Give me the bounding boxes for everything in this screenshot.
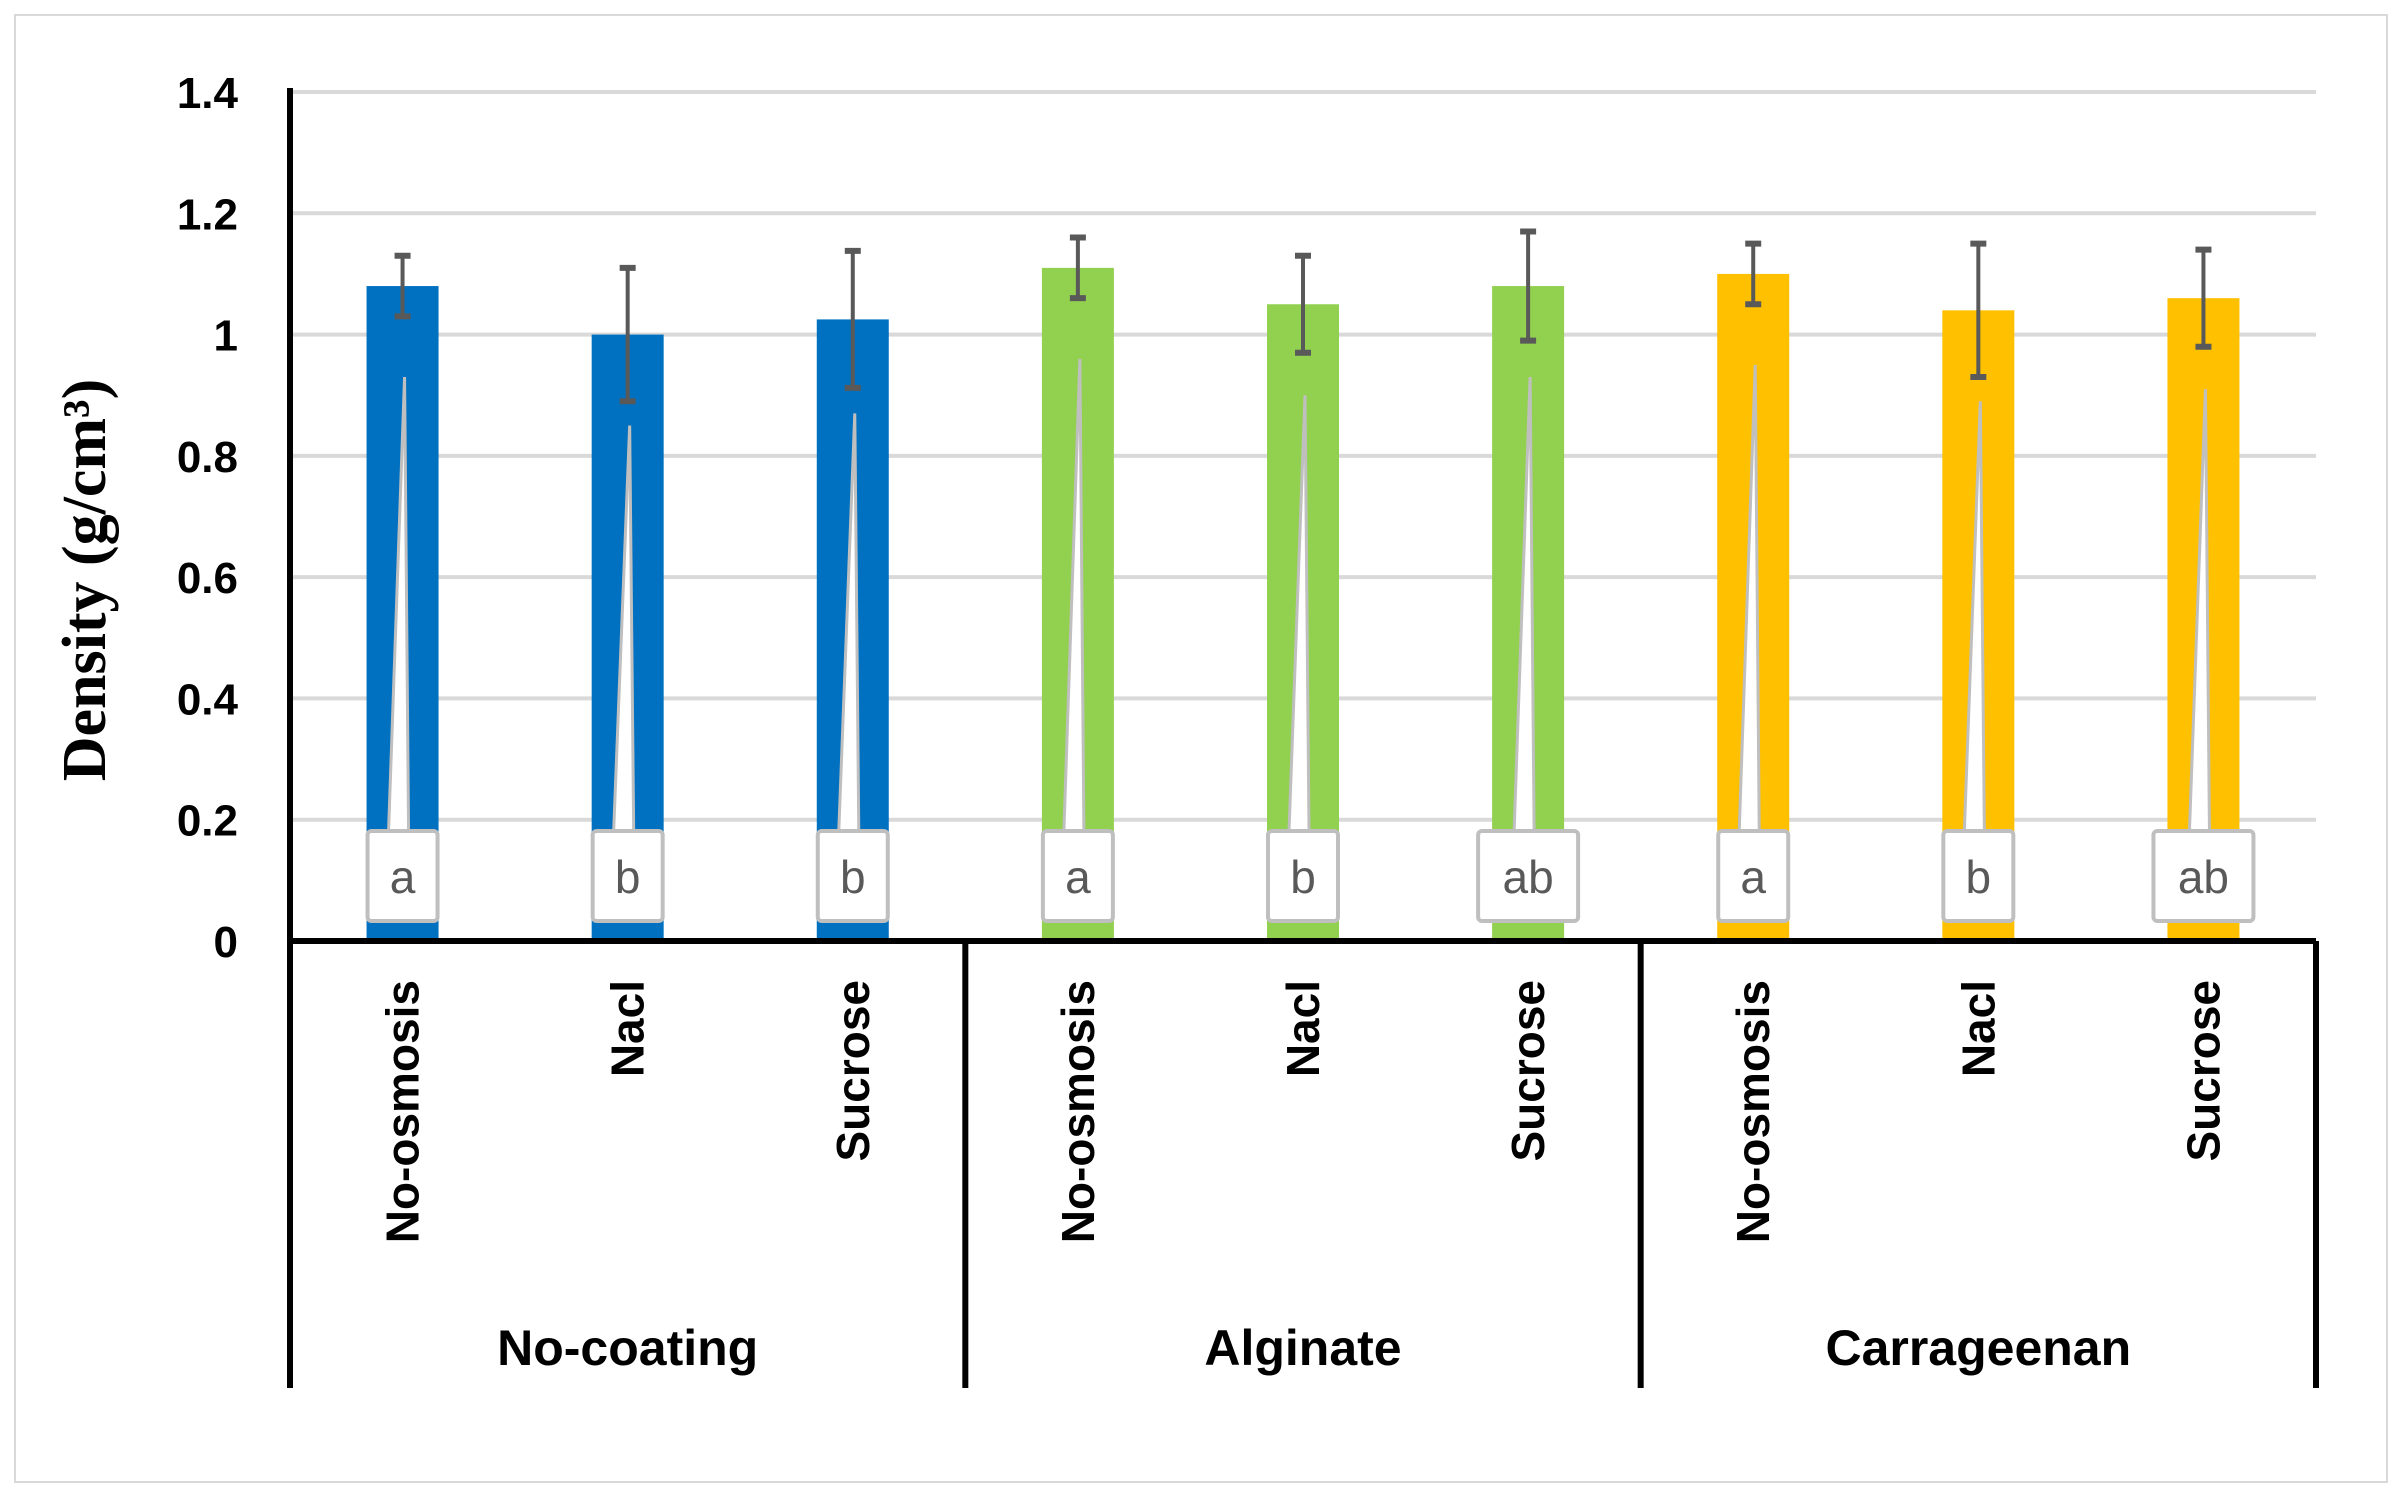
- significance-letter: b: [1290, 851, 1316, 903]
- callout-box: [1040, 829, 1115, 923]
- callout-box: [365, 829, 440, 923]
- chart-frame: [14, 14, 2388, 1483]
- x-group-label: Carrageenan: [1825, 1320, 2131, 1376]
- x-category-label: Nacl: [602, 980, 654, 1077]
- callout-box: [1476, 829, 1581, 923]
- significance-letter: a: [1065, 851, 1091, 903]
- y-tick-label: 0.4: [177, 675, 239, 724]
- significance-letter: ab: [1503, 851, 1554, 903]
- significance-letter: a: [1740, 851, 1766, 903]
- y-tick-label: 1: [214, 312, 238, 361]
- callout-box: [590, 829, 665, 923]
- x-group-label: Alginate: [1204, 1320, 1401, 1376]
- y-tick-label: 0: [214, 918, 238, 967]
- x-category-label: Nacl: [1952, 980, 2004, 1077]
- callout-box: [1266, 829, 1340, 923]
- x-category-label: No-osmosis: [377, 980, 429, 1243]
- y-tick-label: 0.2: [177, 797, 238, 846]
- significance-letter: ab: [2178, 851, 2229, 903]
- x-group-label: No-coating: [497, 1320, 758, 1376]
- significance-letter: a: [390, 851, 416, 903]
- callout-box: [1716, 829, 1791, 923]
- callout-box: [815, 829, 890, 923]
- x-category-label: Nacl: [1277, 980, 1329, 1077]
- significance-letter: b: [615, 851, 641, 903]
- y-tick-label: 1.2: [177, 190, 238, 239]
- x-category-label: Sucrose: [827, 980, 879, 1162]
- y-tick-label: 0.6: [177, 554, 238, 603]
- x-category-label: No-osmosis: [1052, 980, 1104, 1243]
- significance-letter: b: [840, 851, 866, 903]
- significance-letter: b: [1966, 851, 1992, 903]
- callout-box: [1941, 829, 2016, 923]
- x-category-label: Sucrose: [2177, 980, 2229, 1162]
- y-tick-label: 1.4: [177, 69, 239, 118]
- y-axis-label: Density (g/cm³): [51, 379, 119, 782]
- x-category-label: No-osmosis: [1727, 980, 1779, 1243]
- x-category-label: Sucrose: [1502, 980, 1554, 1162]
- callout-box: [2151, 829, 2256, 923]
- y-tick-label: 0.8: [177, 433, 238, 482]
